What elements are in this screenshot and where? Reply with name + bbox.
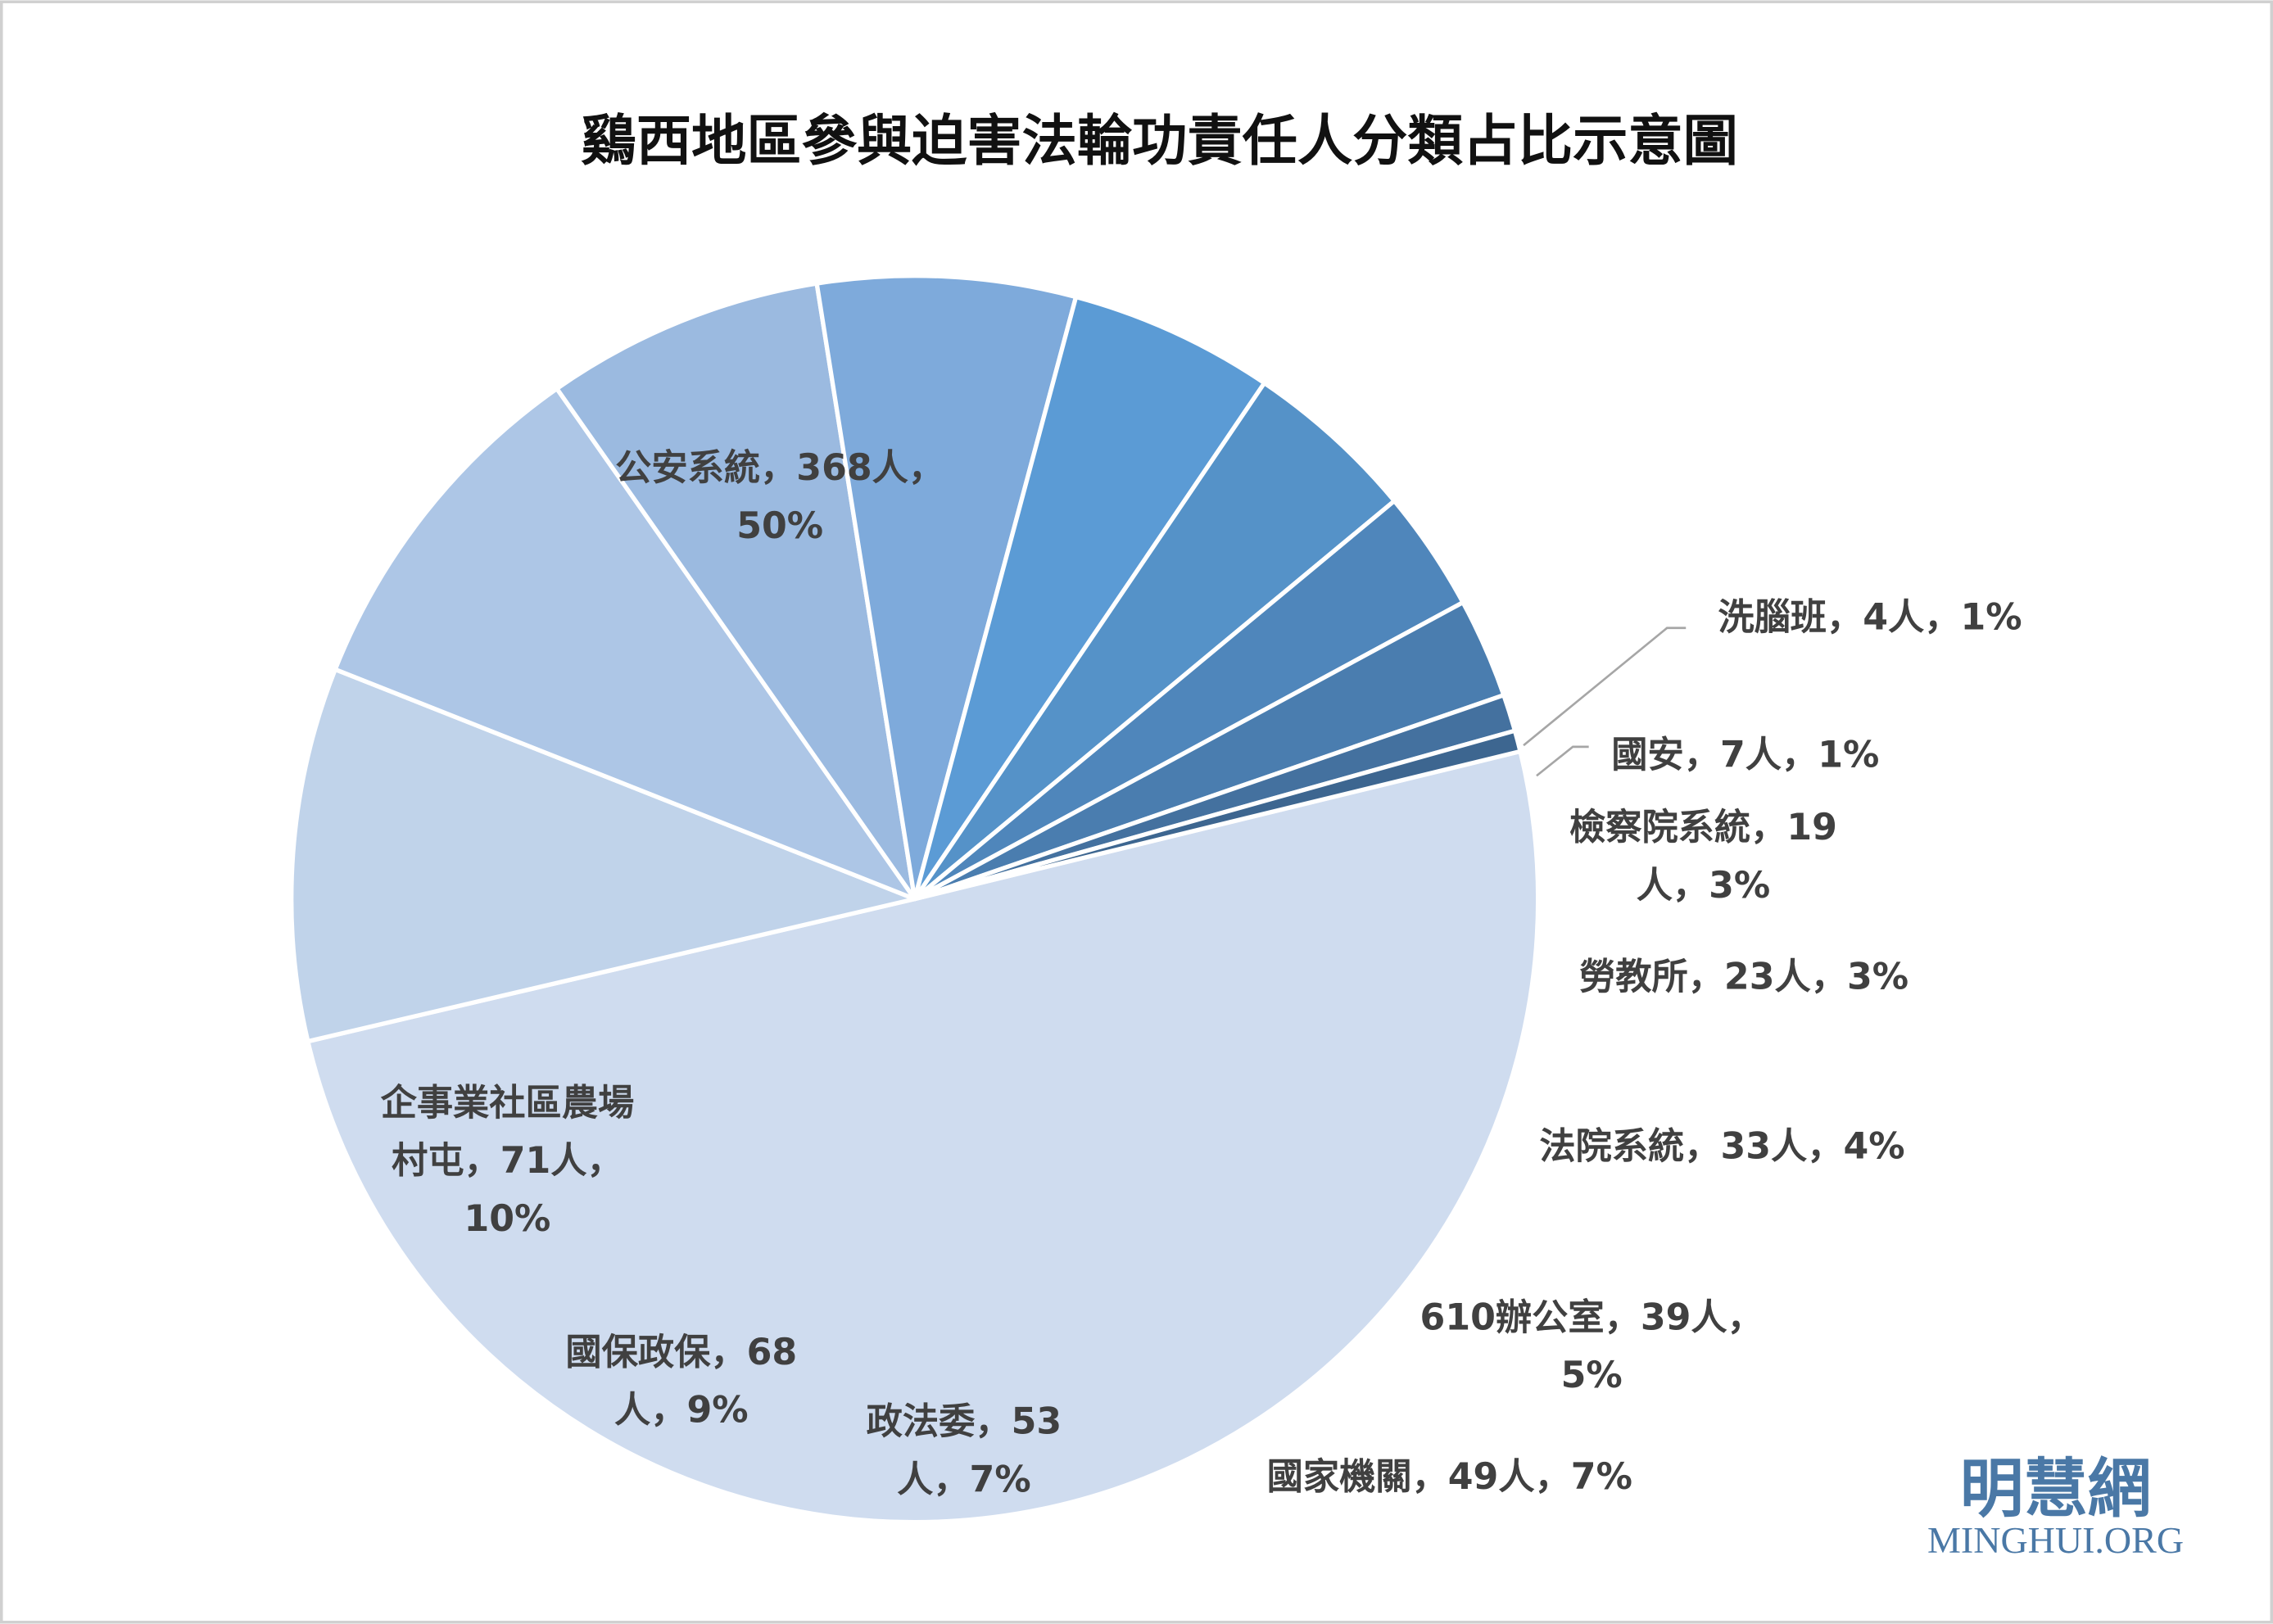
data-label-0-line-1: 50% [736, 505, 823, 547]
data-label-3-line-1: 人，7% [897, 1459, 1031, 1501]
pie-slice-2 [333, 386, 917, 902]
data-label-1-line-1: 村屯，71人， [392, 1140, 623, 1182]
pie-slice-0 [308, 751, 1538, 1522]
pie-slice-5 [912, 294, 1267, 902]
data-label-9-line-0: 國安，7人，1% [1611, 735, 1879, 776]
data-label-1-line-0: 企事業社區農場 [381, 1082, 635, 1124]
watermark-logo-chinese: 明慧網 [1960, 1452, 2152, 1527]
data-label-5-line-1: 5% [1561, 1355, 1623, 1396]
leader-line-guoan [1536, 745, 1589, 777]
chart-title: 鷄西地區參與迫害法輪功責任人分類占比示意圖 [581, 109, 1738, 173]
pie-slices [289, 274, 1538, 1522]
data-label-1-line-2: 10% [464, 1198, 550, 1240]
data-label-5-line-0: 610辦公室，39人， [1420, 1296, 1764, 1338]
data-label-10-line-0: 洗腦班，4人，1% [1718, 597, 2022, 639]
leader-lines [1523, 627, 1687, 777]
data-label-6-line-0: 法院系統，33人，4% [1539, 1125, 1904, 1167]
data-label-2-line-0: 國保政保，68 [565, 1332, 797, 1373]
pie-slice-4 [814, 274, 1079, 902]
data-label-0-line-0: 公安系統，368人， [615, 447, 944, 489]
pie-slice-1 [289, 667, 917, 1044]
pie-slice-6 [912, 381, 1397, 902]
data-label-3-line-0: 政法委，53 [867, 1401, 1062, 1443]
data-label-7-line-0: 勞教所，23人，3% [1579, 956, 1909, 997]
leader-line-xinaoban [1523, 627, 1687, 747]
data-label-4-line-0: 國家機關，49人，7% [1267, 1456, 1632, 1498]
data-label-8-line-1: 人，3% [1637, 865, 1771, 907]
pie-slice-3 [555, 281, 917, 902]
data-label-8-line-0: 檢察院系統，19 [1569, 807, 1837, 848]
pie-slice-10 [912, 728, 1523, 902]
watermark-logo-english: MINGHUI.ORG [1927, 1519, 2184, 1561]
data-label-2-line-1: 人，9% [614, 1390, 749, 1432]
